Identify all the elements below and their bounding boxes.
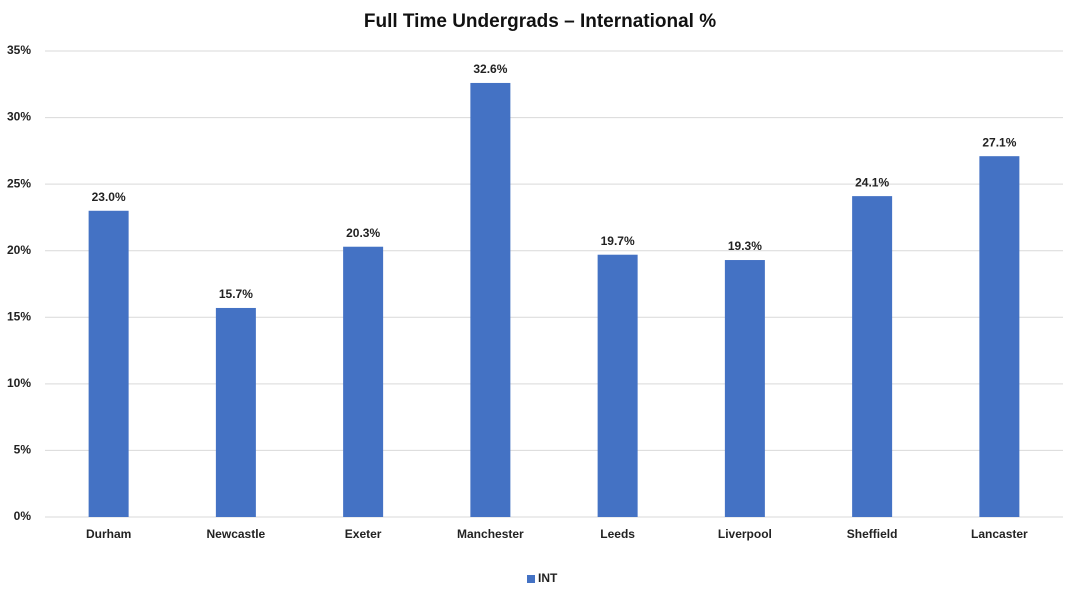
bar [979, 156, 1020, 517]
x-tick-label: Newcastle [207, 527, 266, 541]
data-label: 27.1% [982, 135, 1016, 149]
y-tick-label: 35% [7, 43, 31, 57]
x-tick-label: Lancaster [971, 527, 1028, 541]
chart-title: Full Time Undergrads – International % [364, 11, 716, 32]
bar [597, 254, 638, 518]
data-label: 19.3% [728, 239, 762, 253]
y-tick-label: 20% [7, 243, 31, 257]
y-tick-label: 30% [7, 110, 31, 124]
y-tick-label: 25% [7, 176, 31, 190]
bar [470, 82, 511, 517]
bar [852, 196, 893, 517]
y-tick-label: 10% [7, 376, 31, 390]
x-tick-label: Liverpool [718, 527, 772, 541]
y-tick-label: 15% [7, 309, 31, 323]
x-tick-label: Sheffield [847, 527, 898, 541]
bar [343, 246, 384, 517]
bar [215, 307, 256, 517]
bar [724, 260, 765, 517]
data-label: 23.0% [92, 190, 126, 204]
x-tick-label: Durham [86, 527, 131, 541]
data-label: 19.7% [601, 234, 635, 248]
data-label: 24.1% [855, 175, 889, 189]
legend-label: INT [538, 571, 558, 585]
data-label: 20.3% [346, 226, 380, 240]
y-tick-label: 5% [14, 443, 32, 457]
data-label: 32.6% [473, 62, 507, 76]
data-label: 15.7% [219, 287, 253, 301]
x-tick-label: Manchester [457, 527, 524, 541]
y-tick-label: 0% [14, 509, 32, 523]
x-tick-label: Exeter [345, 527, 382, 541]
x-tick-label: Leeds [600, 527, 635, 541]
legend-swatch [527, 575, 535, 583]
bar [88, 210, 129, 517]
